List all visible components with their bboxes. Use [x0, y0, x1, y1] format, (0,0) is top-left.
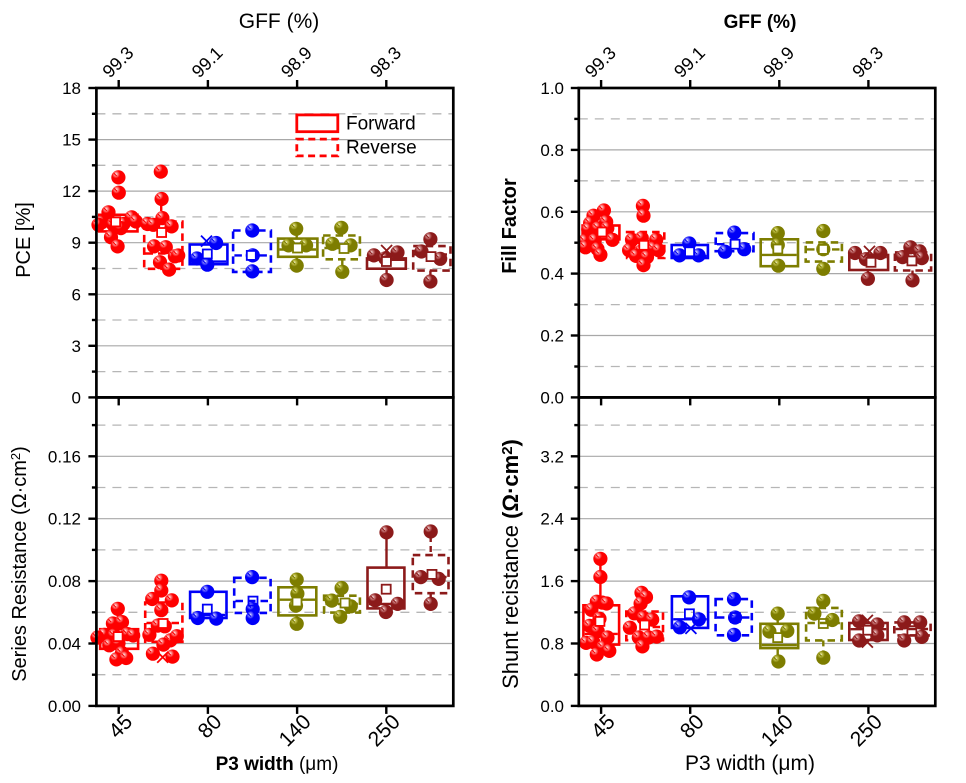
svg-text:0.4: 0.4 [540, 265, 564, 284]
svg-text:0.8: 0.8 [540, 635, 564, 654]
svg-text:0.0: 0.0 [540, 388, 564, 407]
svg-text:Series Resistance (Ω·cm2): Series Resistance (Ω·cm2) [8, 446, 31, 682]
svg-text:1.0: 1.0 [540, 79, 564, 98]
svg-text:0.8: 0.8 [540, 141, 564, 160]
svg-text:Reverse: Reverse [346, 138, 417, 159]
svg-text:Shunt recistance (Ω·cm2): Shunt recistance (Ω·cm2) [498, 439, 523, 689]
svg-text:1.6: 1.6 [540, 572, 564, 591]
svg-text:P3 width (μm): P3 width (μm) [216, 754, 339, 775]
svg-text:3.2: 3.2 [540, 447, 564, 466]
svg-text:9: 9 [72, 234, 81, 253]
svg-text:Forward: Forward [346, 114, 416, 135]
svg-text:0.08: 0.08 [48, 572, 81, 591]
svg-text:15: 15 [62, 131, 81, 150]
svg-text:2.4: 2.4 [540, 510, 564, 529]
svg-text:0.04: 0.04 [48, 635, 81, 654]
svg-text:GFF (%): GFF (%) [724, 12, 797, 33]
svg-text:GFF (%): GFF (%) [239, 10, 319, 33]
svg-text:Fill Factor: Fill Factor [499, 178, 521, 274]
svg-text:18: 18 [62, 79, 81, 98]
svg-text:0.00: 0.00 [48, 697, 81, 716]
svg-text:0.12: 0.12 [48, 510, 81, 529]
svg-text:6: 6 [72, 285, 81, 304]
svg-text:0.16: 0.16 [48, 447, 81, 466]
svg-text:0.0: 0.0 [540, 697, 564, 716]
svg-text:0.6: 0.6 [540, 203, 564, 222]
svg-text:12: 12 [62, 182, 81, 201]
svg-text:P3 width (μm): P3 width (μm) [685, 752, 815, 775]
svg-text:3: 3 [72, 337, 81, 356]
svg-text:0.2: 0.2 [540, 327, 564, 346]
svg-text:PCE [%]: PCE [%] [13, 202, 35, 278]
svg-text:0: 0 [72, 388, 81, 407]
